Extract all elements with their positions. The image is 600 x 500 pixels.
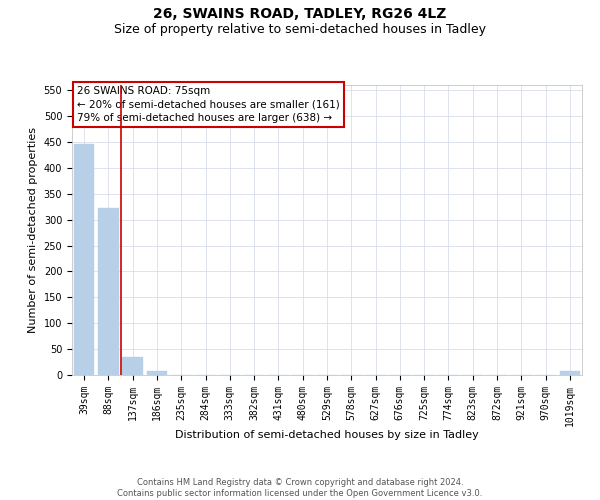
Bar <box>146 372 167 375</box>
Bar <box>122 357 143 375</box>
Text: Size of property relative to semi-detached houses in Tadley: Size of property relative to semi-detach… <box>114 22 486 36</box>
Text: 26 SWAINS ROAD: 75sqm
← 20% of semi-detached houses are smaller (161)
79% of sem: 26 SWAINS ROAD: 75sqm ← 20% of semi-deta… <box>77 86 340 123</box>
Text: 26, SWAINS ROAD, TADLEY, RG26 4LZ: 26, SWAINS ROAD, TADLEY, RG26 4LZ <box>154 8 446 22</box>
Y-axis label: Number of semi-detached properties: Number of semi-detached properties <box>28 127 38 333</box>
X-axis label: Distribution of semi-detached houses by size in Tadley: Distribution of semi-detached houses by … <box>175 430 479 440</box>
Bar <box>74 144 94 375</box>
Bar <box>98 208 119 375</box>
Bar <box>560 372 580 375</box>
Text: Contains HM Land Registry data © Crown copyright and database right 2024.
Contai: Contains HM Land Registry data © Crown c… <box>118 478 482 498</box>
